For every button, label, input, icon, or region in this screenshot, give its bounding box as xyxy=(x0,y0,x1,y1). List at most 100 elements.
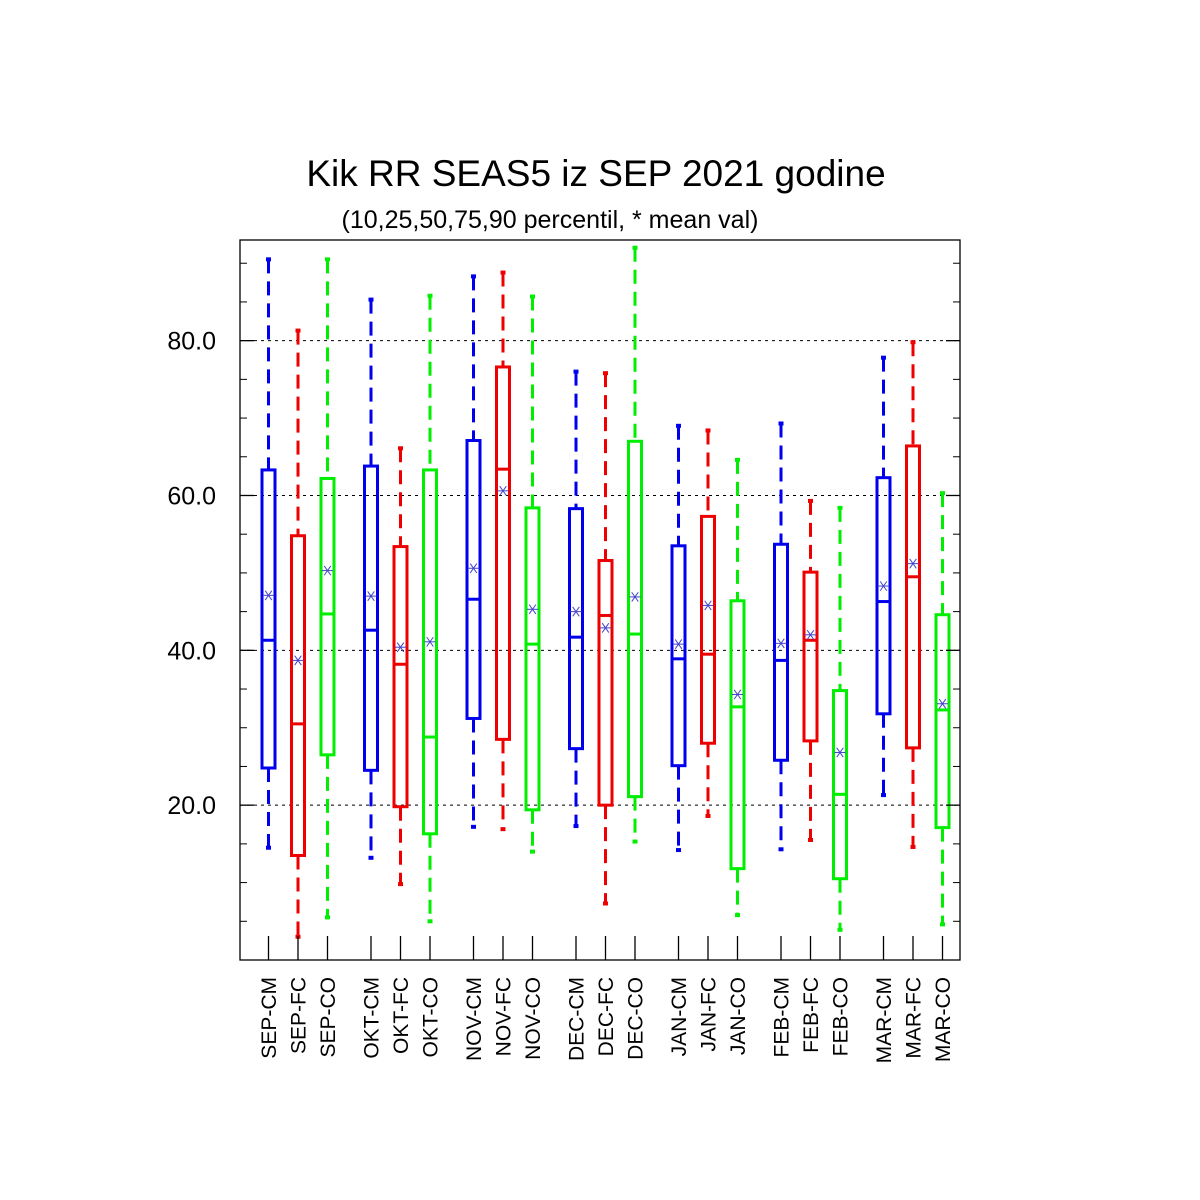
xtick-label: NOV-FC xyxy=(493,977,516,1056)
xtick-label: DEC-CO xyxy=(625,977,648,1060)
ytick-label: 20.0 xyxy=(167,792,216,820)
mean-marker-d2 xyxy=(499,485,507,496)
box-dec-cm xyxy=(568,369,584,829)
mean-marker xyxy=(629,591,641,602)
box-iqr xyxy=(495,365,511,741)
mean-marker-d2 xyxy=(528,604,537,615)
xtick-label: FEB-FC xyxy=(800,977,823,1053)
mean-marker xyxy=(424,636,436,647)
xtick-label: DEC-CM xyxy=(566,977,589,1061)
mean-marker xyxy=(395,642,406,653)
box-iqr xyxy=(260,468,277,770)
axes: 20.0 40.0 60.0 80.0 SEP-CM SEP-FC SEP-CO OKT-CM… xyxy=(167,262,960,1063)
box-jan-cm xyxy=(670,423,687,853)
xtick-label: SEP-CM xyxy=(258,977,281,1059)
xtick-label: OKT-CM xyxy=(361,977,384,1059)
box-iqr xyxy=(802,570,819,743)
box-mar-fc xyxy=(905,340,921,849)
xtick-label: FEB-CO xyxy=(830,977,853,1056)
box-okt-cm xyxy=(363,297,379,860)
box-nov-co xyxy=(524,294,541,854)
box-iqr xyxy=(700,514,716,745)
xtick-label: SEP-CO xyxy=(317,977,340,1058)
mean-marker-d2 xyxy=(631,591,639,602)
mean-marker xyxy=(263,590,274,601)
mean-marker xyxy=(907,558,919,569)
mean-marker xyxy=(322,565,333,576)
box-iqr xyxy=(524,506,541,812)
xtick-label: NOV-CM xyxy=(463,977,486,1061)
box-iqr xyxy=(832,689,848,881)
xtick-label: DEC-FC xyxy=(595,977,618,1056)
box-iqr xyxy=(729,599,746,871)
box-dec-fc xyxy=(597,371,614,906)
box-iqr xyxy=(627,439,643,799)
mean-marker xyxy=(732,689,743,700)
mean-marker-d2 xyxy=(806,629,815,640)
mean-marker xyxy=(292,655,304,666)
xtick-label: OKT-FC xyxy=(390,977,413,1054)
box-dec-co xyxy=(627,245,643,844)
box-iqr xyxy=(905,444,921,750)
box-iqr xyxy=(422,468,438,836)
mean-marker-d2 xyxy=(938,698,947,709)
box-feb-cm xyxy=(773,421,789,852)
box-mar-cm xyxy=(875,355,892,798)
mean-marker xyxy=(878,581,889,592)
mean-marker-d2 xyxy=(367,591,375,602)
boxes xyxy=(260,245,951,939)
mean-marker xyxy=(673,639,684,650)
mean-marker-d2 xyxy=(323,565,332,576)
xtick-label: MAR-CM xyxy=(873,977,896,1063)
box-sep-fc xyxy=(290,328,306,939)
xtick-label: MAR-CO xyxy=(932,977,955,1062)
mean-marker-d2 xyxy=(426,636,434,647)
mean-marker xyxy=(365,591,377,602)
mean-marker-d2 xyxy=(836,747,844,758)
box-jan-fc xyxy=(700,428,716,818)
box-feb-fc xyxy=(802,498,819,842)
box-iqr xyxy=(568,507,584,751)
box-iqr xyxy=(319,476,336,757)
xtick-label: MAR-FC xyxy=(903,977,926,1059)
mean-marker-d2 xyxy=(777,638,785,649)
box-iqr xyxy=(290,534,306,857)
mean-marker xyxy=(834,747,846,758)
mean-marker xyxy=(468,563,479,574)
mean-marker xyxy=(600,622,611,633)
chart-subtitle: (10,25,50,75,90 percentil, * mean val) xyxy=(342,206,759,234)
box-iqr xyxy=(392,545,409,809)
box-feb-co xyxy=(832,505,848,932)
mean-marker-d2 xyxy=(674,639,683,650)
mean-marker-d2 xyxy=(294,655,302,666)
box-mar-co xyxy=(934,491,951,927)
xtick-label: NOV-CO xyxy=(522,977,545,1060)
mean-marker-d2 xyxy=(264,590,273,601)
xtick-label: JAN-CO xyxy=(727,977,750,1055)
chart-title: Kik RR SEAS5 iz SEP 2021 godine xyxy=(306,153,885,194)
mean-marker xyxy=(937,698,948,709)
ytick-label: 60.0 xyxy=(167,482,216,510)
mean-marker-d2 xyxy=(733,689,742,700)
mean-marker-d2 xyxy=(396,642,405,653)
box-nov-fc xyxy=(495,270,511,832)
box-iqr xyxy=(875,476,892,716)
mean-marker xyxy=(702,600,714,611)
mean-marker-d2 xyxy=(704,600,712,611)
box-iqr xyxy=(597,559,614,807)
box-jan-co xyxy=(729,457,746,918)
ytick-label: 40.0 xyxy=(167,637,216,665)
mean-marker-d2 xyxy=(572,606,580,617)
box-okt-fc xyxy=(392,446,409,887)
xtick-label: SEP-FC xyxy=(288,977,311,1054)
box-sep-co xyxy=(319,257,336,920)
box-okt-co xyxy=(422,293,438,924)
mean-marker xyxy=(497,485,509,496)
mean-marker-d2 xyxy=(469,563,478,574)
mean-marker-d2 xyxy=(601,622,610,633)
box-iqr xyxy=(773,542,789,762)
box-nov-cm xyxy=(465,274,482,829)
box-iqr xyxy=(363,464,379,772)
ytick-label: 80.0 xyxy=(167,328,216,356)
